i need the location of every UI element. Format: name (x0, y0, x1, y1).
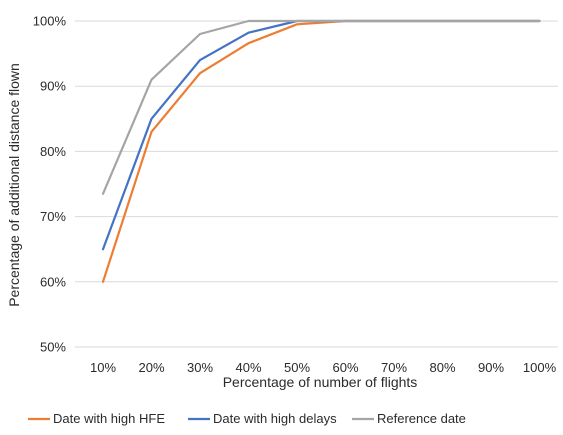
x-tick-label: 60% (332, 360, 358, 375)
y-tick-label: 100% (33, 14, 67, 29)
x-tick-label: 90% (478, 360, 504, 375)
y-tick-label: 80% (40, 144, 66, 159)
y-tick-label: 90% (40, 79, 66, 94)
legend-label: Date with high delays (213, 411, 337, 426)
y-axis-title: Percentage of additional distance flown (6, 63, 22, 307)
y-tick-label: 50% (40, 340, 66, 355)
y-tick-label: 60% (40, 274, 66, 289)
x-tick-labels: 10% 20% 30% 40% 50% 60% 70% 80% 90% 100% (90, 360, 557, 375)
legend-label: Date with high HFE (53, 411, 165, 426)
x-tick-label: 30% (187, 360, 213, 375)
x-tick-label: 20% (138, 360, 164, 375)
x-tick-label: 80% (429, 360, 455, 375)
x-tick-label: 100% (523, 360, 557, 375)
legend-label: Reference date (377, 411, 466, 426)
series-line (101, 19, 541, 195)
series-line (101, 19, 541, 251)
x-tick-label: 40% (235, 360, 261, 375)
gridlines (75, 20, 558, 348)
legend: Date with high HFE Date with high delays R… (28, 411, 466, 426)
series-lines (101, 19, 541, 283)
x-tick-label: 70% (381, 360, 407, 375)
y-tick-labels: 50% 60% 70% 80% 90% 100% (33, 14, 67, 355)
y-tick-label: 70% (40, 209, 66, 224)
x-tick-label: 50% (284, 360, 310, 375)
x-axis-title: Percentage of number of flights (223, 374, 418, 390)
x-tick-label: 10% (90, 360, 116, 375)
